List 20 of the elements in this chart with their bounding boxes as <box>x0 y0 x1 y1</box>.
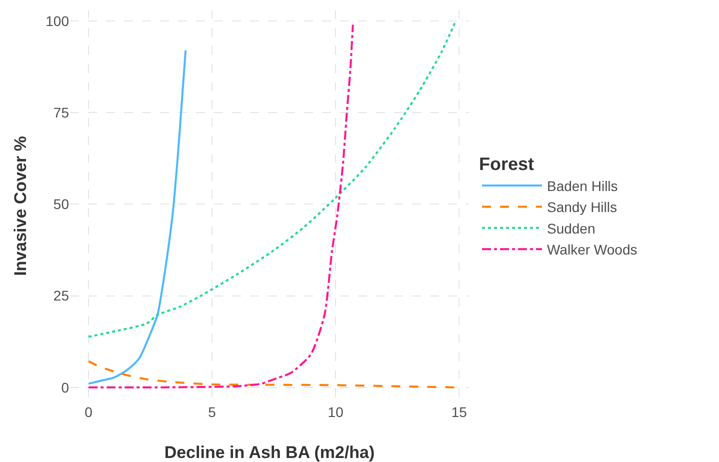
legend-label: Walker Woods <box>546 242 638 258</box>
y-tick-label: 50 <box>53 196 70 212</box>
y-tick-label: 75 <box>53 104 70 120</box>
x-axis-title: Decline in Ash BA (m2/ha) <box>164 443 375 462</box>
legend-title: Forest <box>478 154 534 174</box>
x-tick-label: 15 <box>451 404 468 420</box>
line-series <box>88 24 354 388</box>
x-tick-label: 5 <box>208 404 216 420</box>
x-tick-label: 10 <box>328 404 344 420</box>
line-series <box>88 20 456 338</box>
legend-label: Sudden <box>546 220 596 236</box>
line-series <box>88 360 456 388</box>
y-tick-label: 0 <box>61 379 70 396</box>
y-tick-label: 25 <box>53 288 70 304</box>
legend-label: Baden Hills <box>546 178 618 194</box>
y-axis-title: Invasive Cover % <box>11 136 30 276</box>
y-tick-label: 100 <box>46 12 70 29</box>
legend-label: Sandy Hills <box>546 199 618 216</box>
x-tick-label: 0 <box>84 404 93 420</box>
line-series <box>88 49 187 385</box>
